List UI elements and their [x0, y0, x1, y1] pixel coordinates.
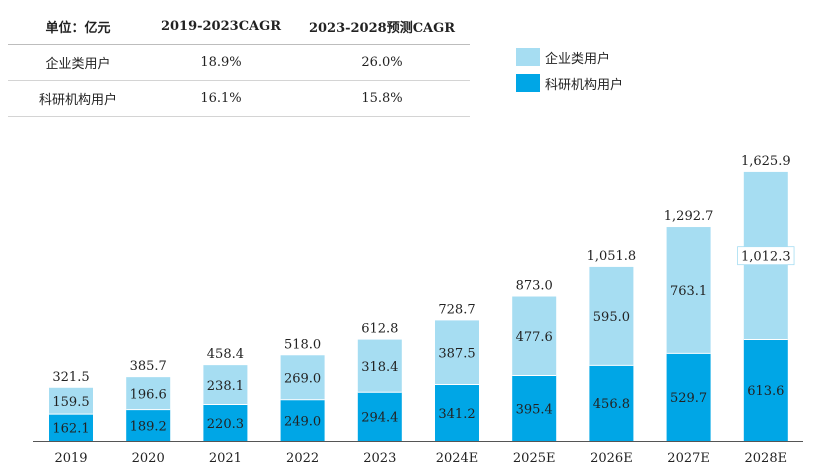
- label-research-2019: 162.1: [52, 422, 89, 437]
- x-tick-2020: 2020: [132, 451, 165, 466]
- x-tick-2023: 2023: [363, 451, 396, 466]
- table-row: 科研机构用户 16.1% 15.8%: [8, 80, 470, 117]
- label-total-2025E: 873.0: [516, 279, 553, 294]
- bar-enterprise-2025E: [512, 296, 557, 376]
- label-research-2025E: 395.4: [516, 402, 553, 417]
- label-research-2027E: 529.7: [670, 391, 707, 406]
- bar-enterprise-2022: [280, 355, 325, 400]
- label-total-2026E: 1,051.8: [587, 249, 637, 264]
- x-tick-2024E: 2024E: [436, 451, 479, 466]
- label-box-enterprise-2028E: [737, 246, 795, 266]
- bar-enterprise-2027E: [666, 227, 711, 354]
- x-tick-2025E: 2025E: [513, 451, 556, 466]
- legend-label-enterprise: 企业类用户: [545, 51, 611, 67]
- x-tick-2027E: 2027E: [667, 451, 710, 466]
- legend-item-enterprise: 企业类用户: [516, 47, 623, 67]
- bar-enterprise-2023: [357, 339, 402, 393]
- label-enterprise-2020: 196.6: [130, 387, 167, 402]
- label-research-2021: 220.3: [207, 417, 244, 432]
- label-enterprise-2028E: 1,012.3: [741, 250, 791, 265]
- table-header-row: 单位：亿元 2019-2023CAGR 2023-2028预测CAGR: [8, 8, 470, 45]
- table-row: 企业类用户 18.9% 26.0%: [8, 44, 470, 81]
- bar-enterprise-2019: [49, 387, 93, 415]
- label-total-2028E: 1,625.9: [741, 154, 791, 169]
- label-enterprise-2019: 159.5: [52, 395, 89, 410]
- label-total-2019: 321.5: [52, 370, 89, 385]
- label-total-2027E: 1,292.7: [664, 209, 714, 224]
- x-tick-2026E: 2026E: [590, 451, 633, 466]
- header-unit: 单位：亿元: [8, 8, 148, 45]
- row-label: 企业类用户: [8, 44, 148, 81]
- bar-research-2024E: [435, 384, 479, 441]
- chart-legend: 企业类用户 科研机构用户: [516, 47, 623, 99]
- bar-research-2025E: [512, 375, 557, 441]
- label-total-2023: 612.8: [361, 322, 398, 337]
- label-research-2024E: 341.2: [438, 407, 475, 422]
- table-cell: 15.8%: [294, 80, 470, 117]
- bar-research-2021: [203, 404, 248, 441]
- bar-research-2028E: [743, 339, 788, 441]
- x-tick-2019: 2019: [54, 451, 87, 466]
- label-research-2026E: 456.8: [593, 397, 630, 412]
- x-tick-2028E: 2028E: [745, 451, 788, 466]
- bar-enterprise-2020: [126, 377, 171, 410]
- bar-enterprise-2026E: [589, 266, 634, 366]
- bar-enterprise-2021: [203, 365, 248, 405]
- label-enterprise-2021: 238.1: [207, 379, 244, 394]
- legend-item-research: 科研机构用户: [516, 73, 623, 93]
- label-enterprise-2025E: 477.6: [516, 330, 553, 345]
- row-label: 科研机构用户: [8, 80, 148, 117]
- label-research-2020: 189.2: [130, 419, 167, 434]
- x-tick-2022: 2022: [286, 451, 319, 466]
- legend-swatch-enterprise: [516, 48, 540, 66]
- bar-research-2026E: [589, 365, 634, 441]
- bar-enterprise-2024E: [435, 320, 479, 385]
- label-enterprise-2027E: 763.1: [670, 284, 707, 299]
- legend-label-research: 科研机构用户: [545, 77, 624, 93]
- bar-research-2027E: [666, 353, 711, 441]
- table-cell: 26.0%: [294, 44, 470, 81]
- label-total-2021: 458.4: [207, 347, 244, 362]
- label-enterprise-2023: 318.4: [361, 360, 398, 375]
- x-tick-2021: 2021: [209, 451, 242, 466]
- label-enterprise-2022: 269.0: [284, 372, 321, 387]
- bar-research-2023: [357, 392, 402, 441]
- header-cagr-2023-2028: 2023-2028预测CAGR: [294, 8, 470, 45]
- label-enterprise-2024E: 387.5: [438, 346, 475, 361]
- table-cell: 16.1%: [148, 80, 294, 117]
- bar-research-2022: [280, 399, 325, 441]
- label-enterprise-2026E: 595.0: [593, 310, 630, 325]
- cagr-table: 单位：亿元 2019-2023CAGR 2023-2028预测CAGR 企业类用…: [8, 8, 470, 117]
- label-research-2023: 294.4: [361, 411, 398, 426]
- label-total-2024E: 728.7: [438, 302, 475, 317]
- label-total-2022: 518.0: [284, 337, 321, 352]
- table-cell: 18.9%: [148, 44, 294, 81]
- label-research-2028E: 613.6: [747, 384, 784, 399]
- bar-research-2020: [126, 409, 171, 441]
- header-cagr-2019-2023: 2019-2023CAGR: [148, 8, 294, 45]
- label-research-2022: 249.0: [284, 414, 321, 429]
- bar-research-2019: [49, 414, 93, 441]
- label-total-2020: 385.7: [130, 359, 167, 374]
- legend-swatch-research: [516, 74, 540, 92]
